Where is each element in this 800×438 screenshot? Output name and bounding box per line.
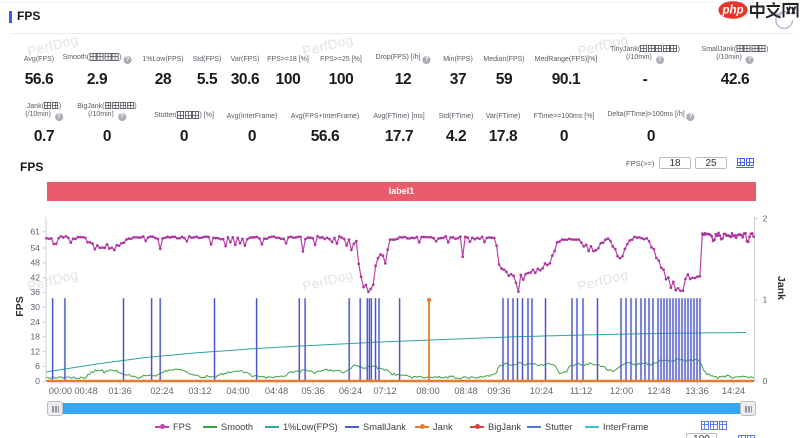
svg-text:24: 24 — [30, 317, 40, 327]
svg-text:10:24: 10:24 — [530, 386, 553, 396]
svg-text:6: 6 — [35, 361, 40, 371]
svg-text:36: 36 — [30, 287, 40, 297]
svg-text:0: 0 — [35, 376, 40, 386]
svg-text:00:00: 00:00 — [49, 386, 72, 396]
svg-text:04:00: 04:00 — [226, 386, 249, 396]
svg-text:12:48: 12:48 — [647, 386, 670, 396]
svg-text:php: php — [721, 5, 743, 17]
svg-text:07:12: 07:12 — [373, 386, 396, 396]
svg-text:04:48: 04:48 — [265, 386, 288, 396]
svg-text:18: 18 — [30, 332, 40, 342]
svg-text:08:00: 08:00 — [416, 386, 439, 396]
svg-text:2: 2 — [763, 213, 768, 223]
svg-text:01:36: 01:36 — [108, 386, 131, 396]
svg-text:08:48: 08:48 — [454, 386, 477, 396]
svg-text:42: 42 — [30, 272, 40, 282]
svg-text:48: 48 — [30, 258, 40, 268]
svg-text:13:36: 13:36 — [685, 386, 708, 396]
svg-text:14:24: 14:24 — [722, 386, 745, 396]
svg-text:00:48: 00:48 — [74, 386, 97, 396]
svg-text:30: 30 — [30, 302, 40, 312]
svg-text:06:24: 06:24 — [339, 386, 362, 396]
svg-text:Jank: Jank — [775, 276, 787, 300]
svg-text:61: 61 — [30, 227, 40, 237]
svg-text:FPS: FPS — [14, 296, 26, 316]
svg-text:11:12: 11:12 — [570, 386, 593, 396]
svg-text:0: 0 — [763, 376, 768, 386]
svg-text:02:24: 02:24 — [150, 386, 173, 396]
svg-text:1: 1 — [763, 295, 768, 305]
svg-text:12: 12 — [30, 346, 40, 356]
svg-text:12:00: 12:00 — [610, 386, 633, 396]
svg-text:09:36: 09:36 — [487, 386, 510, 396]
svg-text:05:36: 05:36 — [301, 386, 324, 396]
svg-text:03:12: 03:12 — [188, 386, 211, 396]
svg-text:54: 54 — [30, 243, 40, 253]
